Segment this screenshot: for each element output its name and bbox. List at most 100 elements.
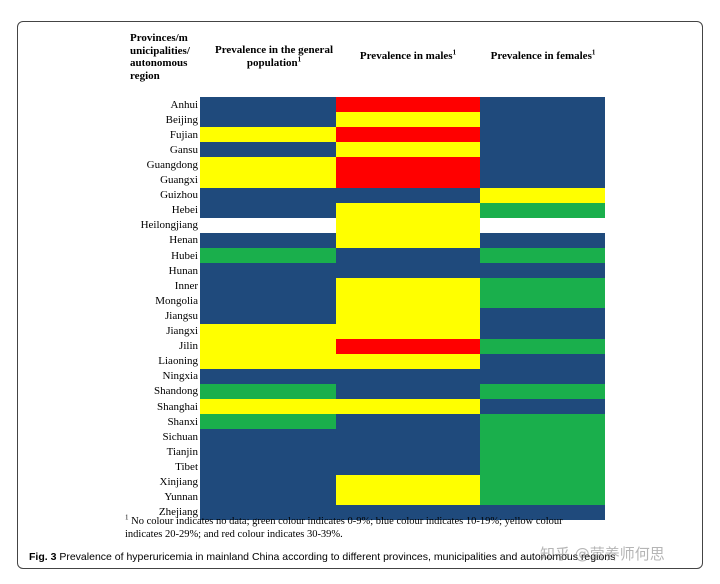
cell-general-17 [200, 368, 336, 385]
footnote-marker: 1 [591, 48, 596, 57]
cell-males-20 [336, 414, 480, 430]
province-label: Anhui [170, 98, 199, 111]
cell-males-19 [336, 399, 480, 415]
cell-males-3 [336, 142, 480, 158]
cell-females-5 [480, 172, 605, 188]
cell-general-15 [200, 338, 336, 355]
cell-females-16 [480, 353, 605, 370]
cell-females-18 [480, 383, 605, 400]
cell-general-21 [200, 429, 336, 445]
cell-females-24 [480, 474, 605, 490]
cell-general-13 [200, 308, 336, 324]
province-label: Hebei [171, 204, 198, 217]
province-label: Heilongjiang [140, 219, 198, 232]
cell-general-10 [200, 248, 336, 264]
cell-general-6 [200, 187, 336, 204]
cell-females-22 [480, 444, 605, 460]
cell-general-18 [200, 383, 336, 400]
footnote-marker: 1 [297, 54, 302, 63]
province-label: Henan [169, 234, 198, 247]
province-label: Inner [174, 279, 198, 292]
cell-males-23 [336, 459, 480, 475]
figure-caption: Fig. 3 Prevalence of hyperuricemia in ma… [29, 551, 615, 563]
cell-males-16 [336, 353, 480, 370]
cell-females-15 [480, 338, 605, 355]
cell-males-9 [336, 232, 480, 249]
province-label: Jiangsu [165, 309, 198, 322]
cell-females-11 [480, 263, 605, 279]
figure-frame [17, 21, 703, 569]
cell-general-24 [200, 474, 336, 490]
cell-females-14 [480, 323, 605, 339]
province-label: Tianjin [166, 445, 198, 458]
header-general-population: Prevalence in the general population1 [214, 44, 333, 69]
cell-females-20 [480, 414, 605, 430]
cell-general-25 [200, 489, 336, 506]
province-label: Guizhou [160, 189, 198, 202]
province-label: Shanghai [157, 400, 198, 413]
cell-males-21 [336, 429, 480, 445]
cell-general-12 [200, 278, 336, 309]
cell-general-23 [200, 459, 336, 475]
cell-general-14 [200, 323, 336, 339]
cell-general-11 [200, 263, 336, 279]
province-label: Sichuan [162, 430, 198, 443]
cell-females-6 [480, 187, 605, 204]
cell-males-15 [336, 338, 480, 355]
province-label: Guangxi [160, 174, 198, 186]
cell-females-7 [480, 202, 605, 219]
caption-text: Prevalence of hyperuricemia in mainland … [59, 551, 616, 563]
cell-males-7 [336, 202, 480, 219]
footnote-marker: 1 [125, 513, 129, 522]
cell-general-5 [200, 172, 336, 188]
cell-females-23 [480, 459, 605, 475]
cell-general-0 [200, 97, 336, 113]
footnote: 1 No colour indicates no data; green col… [125, 513, 563, 540]
cell-females-25 [480, 489, 605, 506]
province-label: Hubei [171, 249, 198, 262]
cell-females-21 [480, 429, 605, 445]
province-label: Hunan [168, 264, 198, 277]
province-label: Ningxia [162, 370, 198, 383]
cell-males-10 [336, 248, 480, 264]
province-label: Xinjiang [159, 476, 199, 488]
cell-females-19 [480, 399, 605, 415]
header-females: Prevalence in females1 [490, 48, 596, 62]
cell-general-1 [200, 112, 336, 128]
cell-males-2 [336, 127, 480, 143]
cell-males-17 [336, 368, 480, 385]
cell-females-3 [480, 142, 605, 158]
cell-males-24 [336, 474, 480, 490]
cell-males-1 [336, 112, 480, 128]
cell-general-26 [200, 504, 336, 521]
cell-general-8 [200, 217, 336, 234]
cell-males-18 [336, 383, 480, 400]
cell-females-12 [480, 278, 605, 309]
province-label: Jilin [179, 340, 198, 353]
cell-general-16 [200, 353, 336, 370]
province-label: Shandong [154, 385, 198, 398]
header-region: Provinces/m unicipalities/ autonomous re… [130, 32, 190, 82]
cell-females-2 [480, 127, 605, 143]
watermark: 知乎 @营养师何思 [540, 545, 665, 563]
province-label: Fujian [169, 128, 198, 141]
cell-males-5 [336, 172, 480, 188]
cell-males-6 [336, 187, 480, 204]
cell-males-4 [336, 157, 480, 173]
cell-males-12 [336, 278, 480, 309]
cell-males-13 [336, 308, 480, 324]
cell-females-4 [480, 157, 605, 173]
province-label: Liaoning [158, 355, 198, 368]
cell-females-17 [480, 368, 605, 385]
cell-females-10 [480, 248, 605, 264]
cell-general-19 [200, 399, 336, 415]
cell-females-0 [480, 97, 605, 113]
province-label: Beijing [165, 113, 198, 126]
cell-females-1 [480, 112, 605, 128]
province-label: Yunnan [164, 491, 198, 504]
caption-label: Fig. 3 [29, 551, 57, 563]
cell-males-11 [336, 263, 480, 279]
province-label: Shanxi [167, 415, 198, 428]
cell-males-26 [336, 504, 480, 521]
province-label: Gansu [169, 143, 198, 156]
